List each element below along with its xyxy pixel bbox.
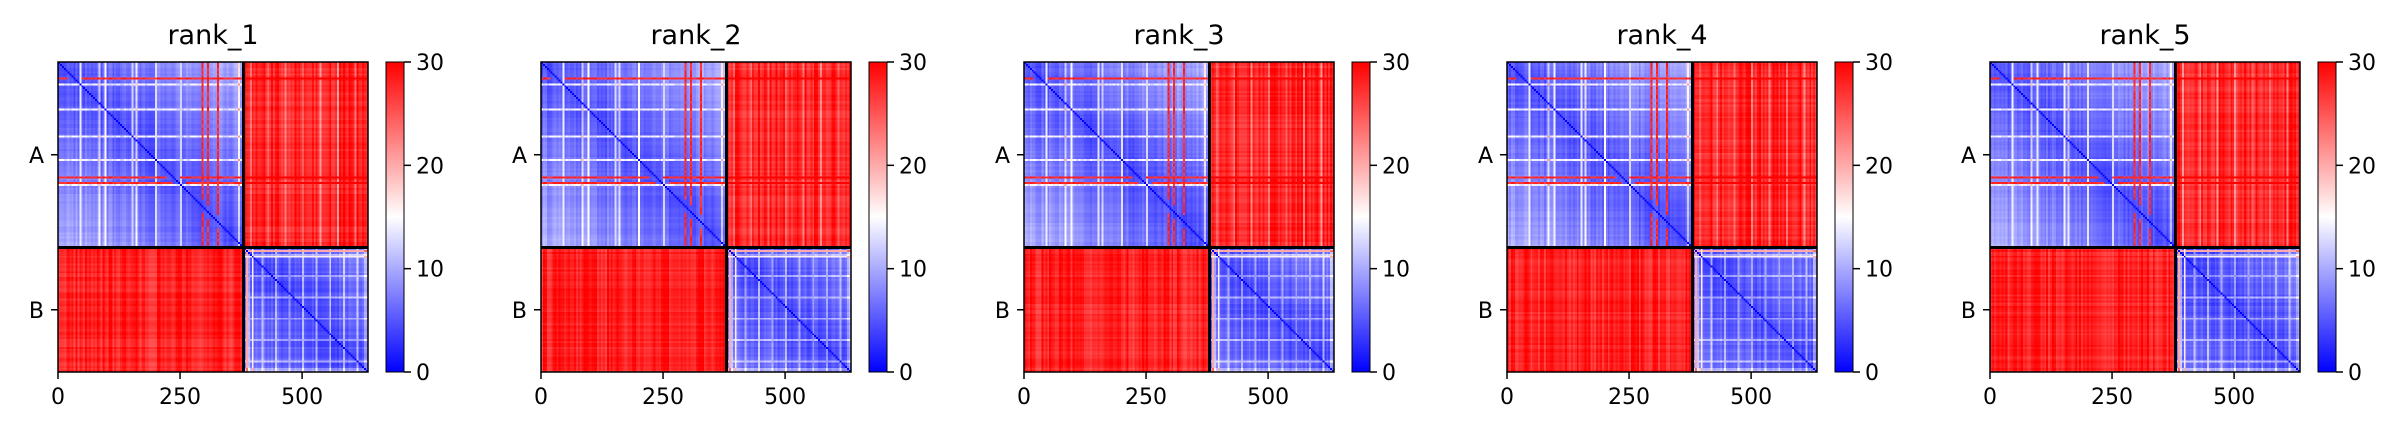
axes-frame xyxy=(1023,61,1335,373)
colorbar-tick-label: 20 xyxy=(1382,154,1410,179)
axes-frame xyxy=(540,61,852,373)
colorbar xyxy=(1351,61,1371,373)
colorbar-tick-label: 30 xyxy=(416,51,444,76)
x-tick-label: 500 xyxy=(2213,385,2255,410)
colorbar-tick-label: 10 xyxy=(2348,258,2376,283)
axes-frame xyxy=(1989,61,2301,373)
x-tick-label: 500 xyxy=(281,385,323,410)
y-chain-label: A xyxy=(1478,144,1493,169)
panel-rank_1: rank_1 0 250 500 A B 0 10 20 30 xyxy=(29,20,444,410)
colorbar-tick-label: 30 xyxy=(1382,51,1410,76)
colorbar-tick-label: 20 xyxy=(1865,154,1893,179)
y-chain-label: A xyxy=(1961,144,1976,169)
colorbar-tick-label: 20 xyxy=(899,154,927,179)
y-chain-label: A xyxy=(995,144,1010,169)
panel-rank_4: rank_4 0 250 500 A B 0 10 20 30 xyxy=(1478,20,1893,410)
colorbar-tick-label: 0 xyxy=(1382,361,1396,386)
x-tick-label: 250 xyxy=(159,385,201,410)
colorbar-tick-label: 20 xyxy=(416,154,444,179)
y-chain-label: B xyxy=(29,299,44,324)
y-chain-label: A xyxy=(29,144,44,169)
colorbar xyxy=(1834,61,1854,373)
pae-heatmap xyxy=(541,62,851,372)
colorbar-tick-label: 10 xyxy=(1865,258,1893,283)
panel-title: rank_5 xyxy=(2099,20,2190,51)
y-chain-label: B xyxy=(1961,299,1976,324)
panel-rank_5: rank_5 0 250 500 A B 0 10 20 30 xyxy=(1961,20,2376,410)
panel-title: rank_1 xyxy=(167,20,258,51)
y-chain-label: B xyxy=(995,299,1010,324)
colorbar-tick-label: 0 xyxy=(1865,361,1879,386)
y-chain-label: B xyxy=(1478,299,1493,324)
pae-heatmap xyxy=(58,62,368,372)
colorbar xyxy=(385,61,405,373)
x-tick-label: 0 xyxy=(1983,385,1997,410)
colorbar-tick-label: 0 xyxy=(899,361,913,386)
x-tick-label: 500 xyxy=(1730,385,1772,410)
pae-heatmap xyxy=(1024,62,1334,372)
x-tick-label: 0 xyxy=(51,385,65,410)
colorbar-tick-label: 0 xyxy=(2348,361,2362,386)
x-tick-label: 250 xyxy=(1608,385,1650,410)
colorbar-tick-label: 10 xyxy=(899,258,927,283)
colorbar xyxy=(868,61,888,373)
x-tick-label: 0 xyxy=(534,385,548,410)
colorbar-tick-label: 30 xyxy=(899,51,927,76)
x-tick-label: 0 xyxy=(1500,385,1514,410)
colorbar-tick-label: 20 xyxy=(2348,154,2376,179)
axes-frame xyxy=(57,61,369,373)
panel-rank_3: rank_3 0 250 500 A B 0 10 20 30 xyxy=(995,20,1410,410)
x-tick-label: 250 xyxy=(2091,385,2133,410)
y-chain-label: B xyxy=(512,299,527,324)
colorbar-tick-label: 30 xyxy=(1865,51,1893,76)
panel-title: rank_2 xyxy=(650,20,741,51)
x-tick-label: 500 xyxy=(764,385,806,410)
panel-title: rank_3 xyxy=(1133,20,1224,51)
y-chain-label: A xyxy=(512,144,527,169)
colorbar-tick-label: 10 xyxy=(1382,258,1410,283)
pae-heatmap xyxy=(1507,62,1817,372)
colorbar-tick-label: 0 xyxy=(416,361,430,386)
pae-heatmap xyxy=(1990,62,2300,372)
panel-title: rank_4 xyxy=(1616,20,1707,51)
colorbar-tick-label: 10 xyxy=(416,258,444,283)
x-tick-label: 0 xyxy=(1017,385,1031,410)
x-tick-label: 250 xyxy=(642,385,684,410)
x-tick-label: 500 xyxy=(1247,385,1289,410)
axes-frame xyxy=(1506,61,1818,373)
panel-rank_2: rank_2 0 250 500 A B 0 10 20 30 xyxy=(512,20,927,410)
x-tick-label: 250 xyxy=(1125,385,1167,410)
colorbar-tick-label: 30 xyxy=(2348,51,2376,76)
colorbar xyxy=(2317,61,2337,373)
